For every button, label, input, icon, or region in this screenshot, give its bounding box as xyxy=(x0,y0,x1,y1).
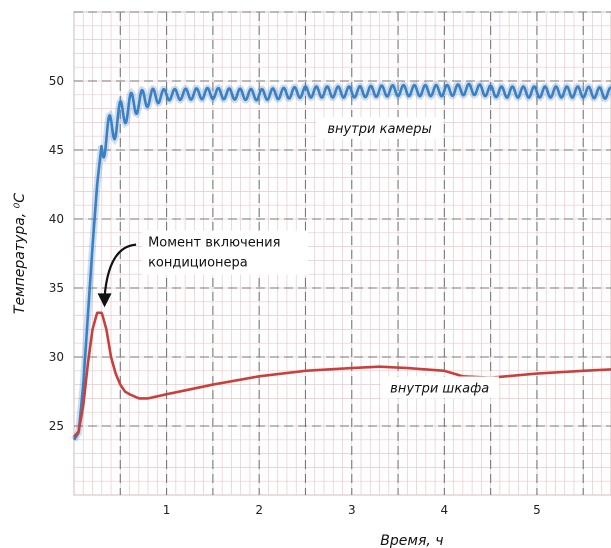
series-label: внутри камеры xyxy=(327,122,431,137)
annotation-line: кондиционера xyxy=(148,256,248,271)
y-tick-label: 50 xyxy=(49,74,64,88)
annotation-line: Момент включения xyxy=(148,236,280,251)
y-tick-label: 35 xyxy=(49,281,64,295)
series-label: внутри шкафа xyxy=(390,382,489,397)
annotation-arrow-line xyxy=(103,243,137,298)
series-label-bg xyxy=(380,376,499,399)
series-line xyxy=(72,82,611,441)
y-tick-label: 25 xyxy=(49,419,64,433)
series-lines xyxy=(71,80,611,442)
y-tick-labels: 25 30 35 40 45 50 xyxy=(49,74,64,433)
x-tick-label: 3 xyxy=(348,503,356,517)
series-labels: внутри камеры внутри шкафа xyxy=(316,117,499,399)
x-tick-labels: 1 2 3 4 5 xyxy=(163,503,541,517)
y-axis-title: Температура, ⁰С xyxy=(12,193,28,314)
y-tick-label: 30 xyxy=(49,350,64,364)
series-label-bg xyxy=(316,117,443,140)
y-tick-label: 40 xyxy=(49,212,64,226)
annotation-arrow-head xyxy=(97,293,112,308)
annotation-bg xyxy=(142,230,309,275)
x-tick-label: 4 xyxy=(441,503,449,517)
x-tick-label: 5 xyxy=(533,503,541,517)
x-tick-label: 2 xyxy=(255,503,263,517)
series-line xyxy=(73,311,611,438)
x-axis-title: Время, ч xyxy=(380,533,443,548)
y-tick-label: 45 xyxy=(49,143,64,157)
annotation: Момент включения кондиционера xyxy=(97,230,309,308)
x-tick-label: 1 xyxy=(163,503,171,517)
